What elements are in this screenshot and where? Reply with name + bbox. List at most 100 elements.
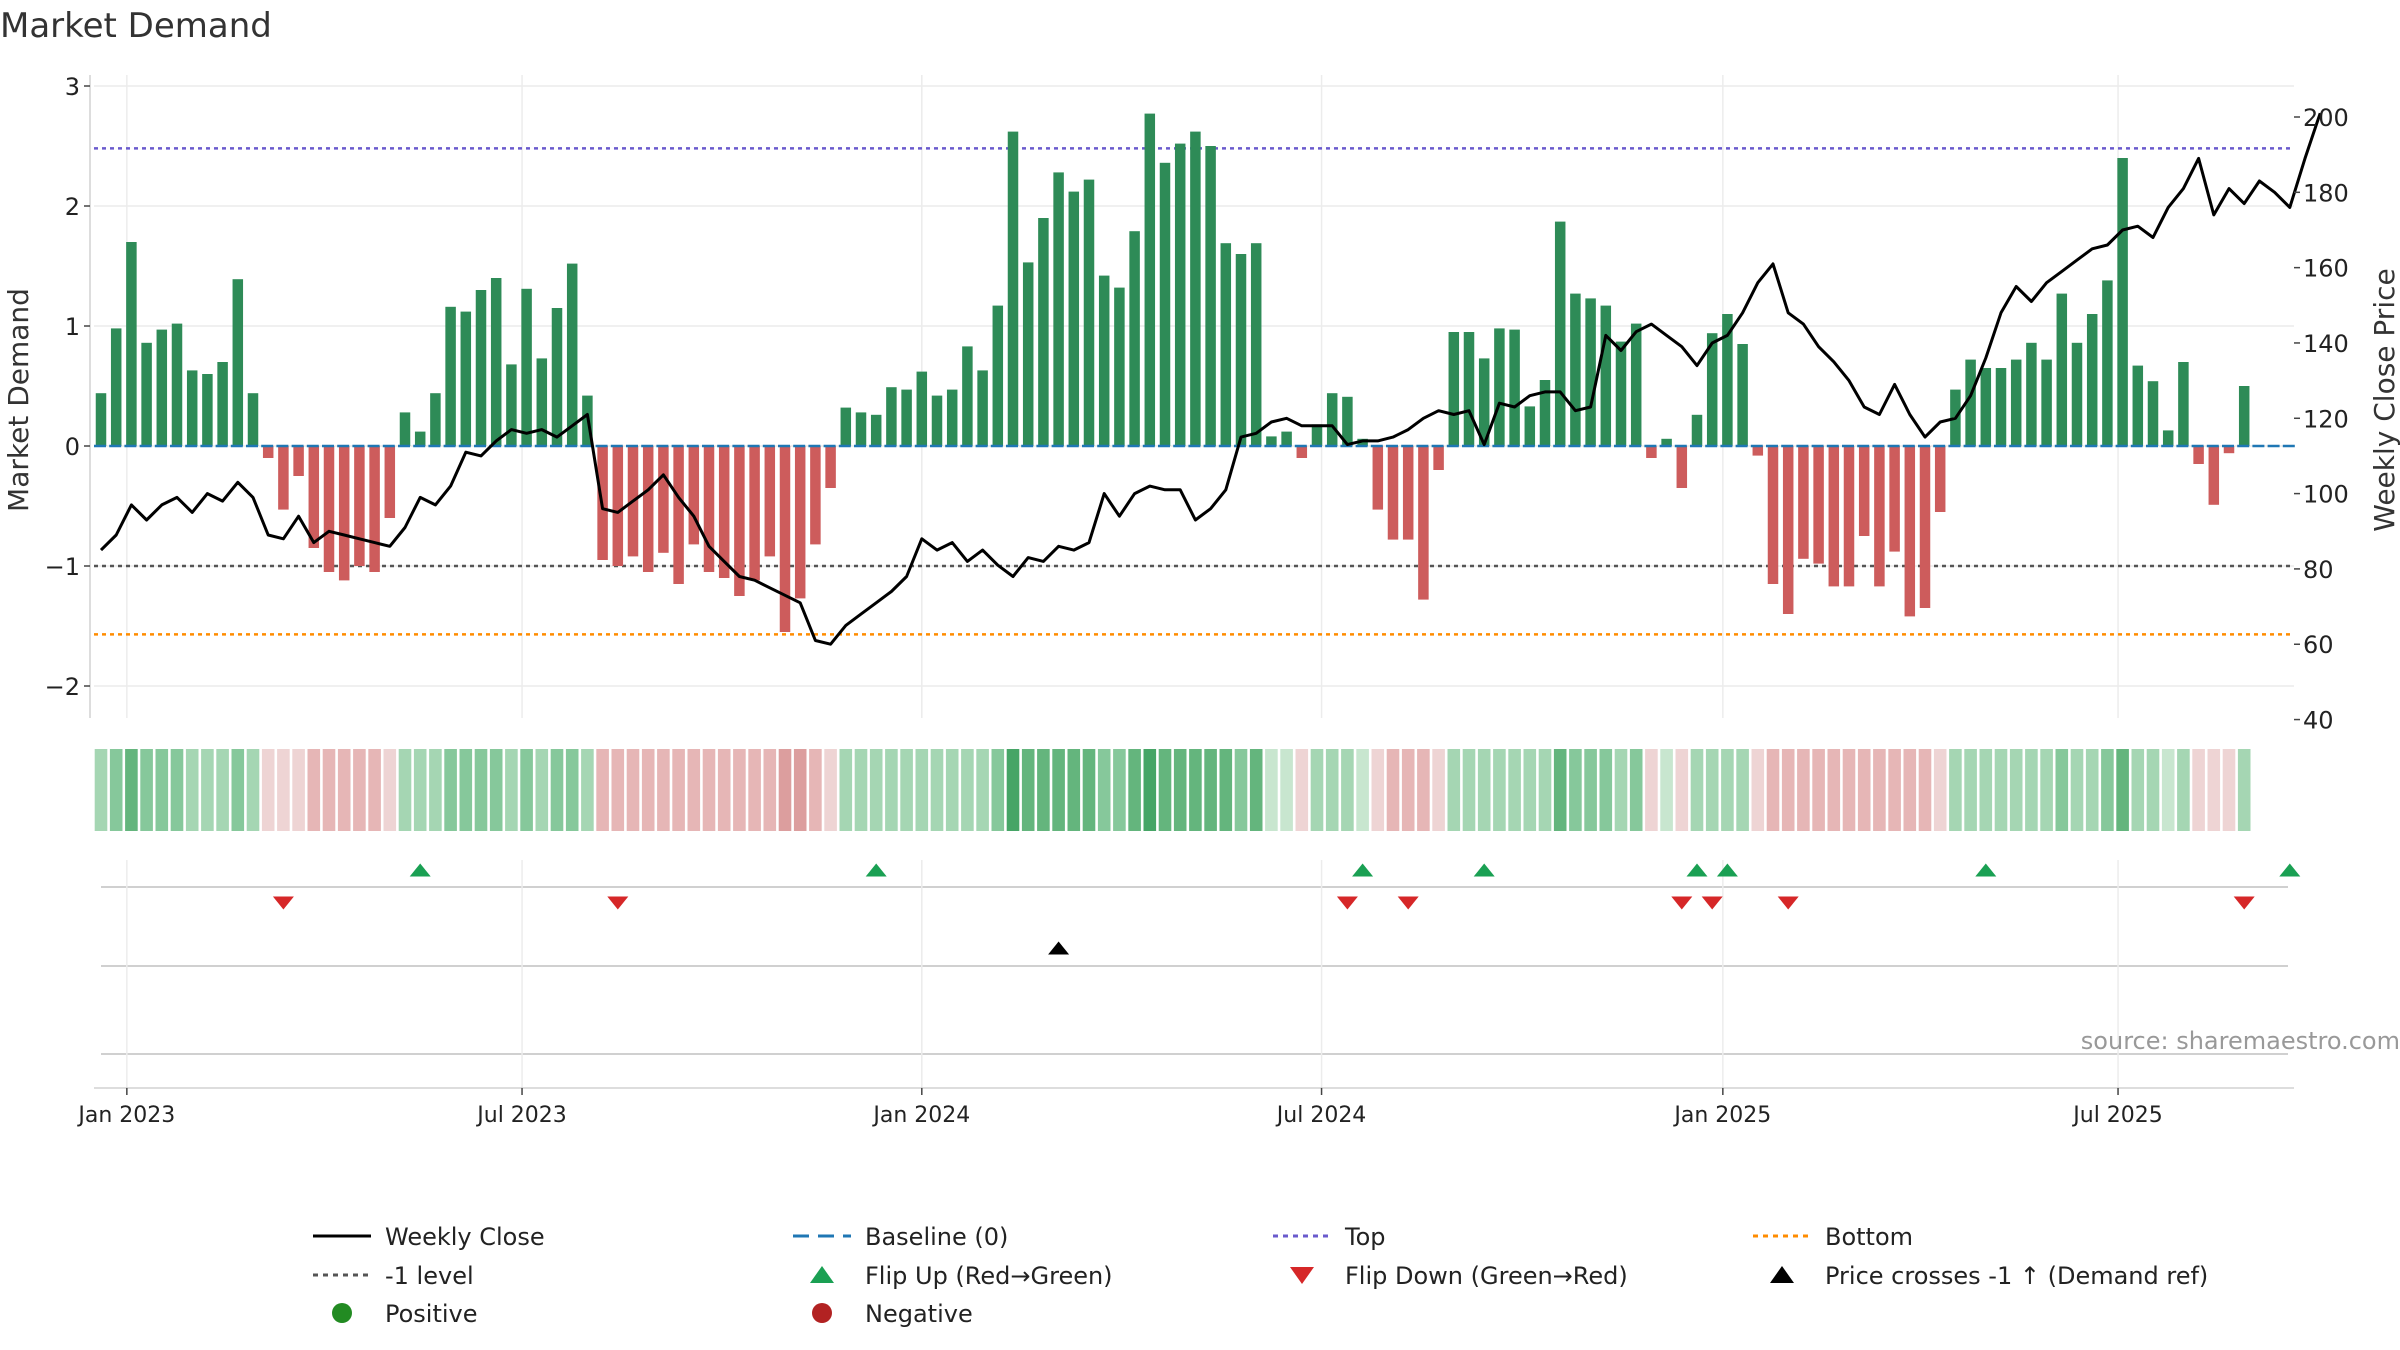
y-tick-label: 2 bbox=[65, 193, 80, 221]
x-axis-ticks: Jan 2023 Jul 2023 Jan 2024 Jul 2024 Jan 2025… bbox=[76, 1088, 2163, 1128]
legend-item: Flip Down (Green→Red) bbox=[1290, 1262, 1628, 1290]
demand-bar bbox=[1387, 446, 1399, 540]
strip-cell bbox=[1219, 749, 1233, 831]
strip-cell bbox=[2040, 749, 2053, 831]
demand-bar bbox=[1570, 293, 1581, 446]
strip-cell bbox=[1903, 749, 1917, 831]
strip-cell bbox=[687, 749, 701, 831]
demand-bar bbox=[840, 407, 852, 446]
demand-bar bbox=[916, 371, 928, 446]
flip-up-marker bbox=[1352, 863, 1374, 877]
strip-cell bbox=[915, 749, 929, 831]
demand-bar bbox=[1296, 446, 1308, 458]
strip-cell bbox=[1097, 749, 1111, 831]
strip-cell bbox=[1204, 749, 1217, 831]
strip-cell bbox=[885, 749, 898, 831]
strip-cell bbox=[520, 749, 533, 831]
demand-bar bbox=[1737, 344, 1748, 446]
strip-cell bbox=[748, 749, 761, 831]
strip-cell bbox=[1021, 749, 1035, 831]
strip-cell bbox=[1386, 749, 1400, 831]
strip-cell bbox=[1280, 749, 1293, 831]
strip-cell bbox=[976, 749, 989, 831]
strip-cell bbox=[489, 749, 503, 831]
strip-cell bbox=[1037, 749, 1050, 831]
strip-cell bbox=[155, 749, 169, 831]
strip-cell bbox=[1721, 749, 1734, 831]
legend-swatch bbox=[1290, 1267, 1314, 1284]
chart-title: Market Demand bbox=[0, 6, 272, 46]
strip-cell bbox=[809, 749, 822, 831]
demand-bar bbox=[612, 446, 624, 566]
demand-bar bbox=[506, 364, 517, 446]
strip-cell bbox=[1523, 749, 1537, 831]
demand-bar bbox=[886, 387, 897, 446]
demand-bar bbox=[1524, 406, 1536, 446]
demand-bar bbox=[171, 323, 183, 446]
strip-cell bbox=[261, 749, 275, 831]
demand-bar bbox=[445, 306, 456, 446]
demand-bar bbox=[901, 389, 912, 446]
right-axis-ticks: 200 180 160 140 120 100 80 60 40 bbox=[2294, 104, 2349, 735]
x-tick-label: Jan 2023 bbox=[76, 1103, 175, 1128]
strip-cell bbox=[1067, 749, 1081, 831]
demand-bar bbox=[186, 370, 198, 446]
demand-bar bbox=[1843, 446, 1855, 587]
strip-cell bbox=[474, 749, 488, 831]
demand-bar bbox=[1007, 131, 1019, 446]
legend: Weekly Close Baseline (0) Top Bottom -1 leve… bbox=[313, 1223, 2208, 1328]
demand-bar bbox=[247, 393, 259, 446]
demand-bar bbox=[2010, 359, 2022, 446]
demand-bar bbox=[962, 346, 973, 446]
main-plot-area: 3 2 1 0 −1 −2 200 180 160 140 120 100 80 60 40 Market… bbox=[2, 73, 2400, 735]
demand-bar bbox=[460, 311, 472, 446]
demand-bar bbox=[141, 342, 152, 446]
demand-bar bbox=[1752, 446, 1764, 456]
demand-bar bbox=[1691, 414, 1703, 446]
y2-tick-label: 60 bbox=[2303, 631, 2334, 659]
legend-label: Bottom bbox=[1825, 1223, 1913, 1251]
demand-bar bbox=[1722, 314, 1733, 446]
legend-item: Price crosses -1 ↑ (Demand ref) bbox=[1770, 1262, 2208, 1290]
demand-bar bbox=[490, 278, 502, 446]
flip-up-marker bbox=[865, 863, 887, 877]
strip-cell bbox=[140, 749, 153, 831]
demand-bar bbox=[1630, 323, 1642, 446]
demand-bar bbox=[1205, 146, 1216, 446]
legend-label: Weekly Close bbox=[385, 1223, 545, 1251]
strip-cell bbox=[1660, 749, 1673, 831]
strip-cell bbox=[961, 749, 974, 831]
strip-cell bbox=[246, 749, 260, 831]
flip-up-marker bbox=[1716, 863, 1738, 877]
y2-tick-label: 180 bbox=[2303, 179, 2349, 207]
flip-up-marker bbox=[2279, 863, 2301, 877]
strip-cell bbox=[1812, 749, 1825, 831]
strip-cell bbox=[1006, 749, 1020, 831]
strip-cell bbox=[1918, 749, 1932, 831]
strip-cell bbox=[1797, 749, 1810, 831]
demand-bar bbox=[1372, 446, 1384, 510]
demand-bar bbox=[1904, 446, 1916, 617]
demand-bar bbox=[992, 305, 1004, 446]
strip-cell bbox=[170, 749, 184, 831]
strip-cell bbox=[2177, 749, 2190, 831]
strip-cell bbox=[2237, 749, 2251, 831]
legend-label: -1 level bbox=[385, 1262, 474, 1290]
demand-bar bbox=[1281, 431, 1292, 446]
strip-cell bbox=[1325, 749, 1339, 831]
demand-bar bbox=[1311, 424, 1323, 446]
strip-cell bbox=[1675, 749, 1689, 831]
demand-bar bbox=[642, 446, 654, 572]
demand-bar bbox=[1585, 298, 1596, 446]
strip-cell bbox=[672, 749, 685, 831]
demand-bar bbox=[475, 290, 487, 446]
flip-up-marker bbox=[1686, 863, 1708, 877]
legend-label: Positive bbox=[385, 1300, 478, 1328]
strip-cell bbox=[763, 749, 777, 831]
demand-bar bbox=[1874, 446, 1885, 587]
strip-cell bbox=[1447, 749, 1461, 831]
demand-bar bbox=[1053, 172, 1064, 446]
strip-cell bbox=[1781, 749, 1795, 831]
strip-cell bbox=[1508, 749, 1521, 831]
demand-bar bbox=[2238, 386, 2250, 446]
